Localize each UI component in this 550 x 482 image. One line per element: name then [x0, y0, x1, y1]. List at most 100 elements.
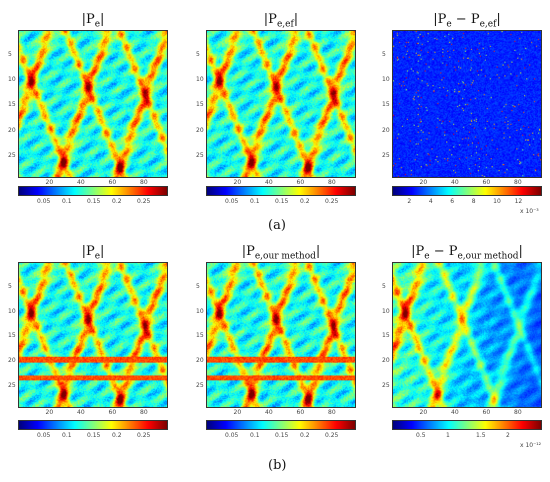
x-tick-label: 20 — [419, 179, 428, 186]
panel-title: |Pe| — [82, 244, 105, 262]
colorbar-tick-label: 0.2 — [112, 198, 122, 205]
colorbar-tick-label: 0.1 — [250, 198, 260, 205]
panel-title: |Pe − Pe,ef| — [433, 12, 501, 30]
title-end: | — [100, 244, 105, 259]
title-main: |P — [263, 12, 277, 27]
heatmap — [206, 30, 356, 178]
title-main: |P — [81, 244, 95, 259]
colorbar-tick-label: 0.05 — [225, 432, 239, 439]
x-tick-label: 60 — [108, 409, 117, 416]
x-tick-label: 20 — [45, 179, 54, 186]
y-tick-label: 10 — [382, 76, 390, 84]
colorbar-tick-label: 0.05 — [37, 432, 51, 439]
colorbar-tick-label: 0.05 — [225, 198, 239, 205]
x-tick-label: 80 — [328, 409, 336, 416]
y-tick-label: 10 — [196, 307, 204, 315]
y-tick-label: 10 — [196, 76, 204, 84]
colorbar-tick-label: 0.25 — [325, 198, 339, 205]
colorbar-tick-label: 1 — [446, 432, 450, 439]
x-tick-label: 40 — [451, 179, 459, 186]
y-tick-label: 5 — [8, 282, 12, 290]
y-tick-label: 25 — [196, 151, 204, 159]
x-tick-label: 20 — [233, 179, 242, 186]
y-tick-label: 5 — [196, 282, 200, 290]
colorbar — [18, 420, 168, 430]
y-tick-label: 20 — [382, 357, 390, 365]
heatmap — [206, 262, 356, 408]
y-tick-label: 25 — [8, 151, 16, 159]
heatmap — [392, 30, 542, 178]
y-tick-label: 25 — [196, 382, 204, 390]
y-tick-label: 15 — [382, 332, 390, 340]
colorbar-tick-label: 0.15 — [275, 432, 289, 439]
title-main: |P — [433, 12, 447, 27]
sublabel-b: (b) — [268, 458, 287, 473]
colorbar-tick-label: 0.5 — [416, 432, 426, 439]
panel-title: |Pe| — [82, 12, 105, 30]
y-tick-label: 10 — [382, 307, 390, 315]
colorbar-tick-label: 0.25 — [325, 432, 339, 439]
y-tick-label: 5 — [382, 282, 386, 290]
x-tick-label: 60 — [482, 409, 491, 416]
y-tick-label: 25 — [8, 382, 16, 390]
colorbar-tick-label: 6 — [450, 198, 455, 205]
x-tick-label: 80 — [140, 179, 148, 186]
title-end: | — [518, 244, 523, 259]
y-tick-label: 5 — [8, 51, 12, 59]
x-tick-label: 40 — [77, 179, 85, 186]
colorbar-exponent: x 10⁻¹² — [520, 442, 542, 449]
y-tick-label: 15 — [8, 332, 16, 340]
colorbar-tick-label: 0.1 — [250, 432, 260, 439]
x-tick-label: 40 — [451, 409, 459, 416]
title-sub: e,our method — [254, 251, 316, 262]
title-main: |P — [241, 244, 255, 259]
y-tick-label: 5 — [382, 51, 386, 59]
title-sub: e — [446, 19, 452, 30]
y-tick-label: 5 — [196, 51, 200, 59]
y-tick-label: 15 — [8, 101, 16, 109]
x-tick-label: 60 — [108, 179, 117, 186]
x-tick-label: 20 — [45, 409, 54, 416]
title-sub: e — [94, 19, 101, 30]
y-tick-label: 20 — [196, 357, 204, 365]
colorbar — [206, 186, 356, 196]
title-end: | — [496, 12, 501, 27]
colorbar-tick-label: 4 — [428, 198, 433, 205]
colorbar-tick-label: 0.2 — [300, 198, 310, 205]
heatmap — [18, 262, 168, 408]
y-tick-label: 15 — [382, 101, 390, 109]
title-main: |P — [81, 12, 95, 27]
x-tick-label: 60 — [482, 179, 491, 186]
colorbar — [392, 420, 542, 430]
colorbar-tick-label: 0.25 — [137, 198, 151, 205]
colorbar-tick-label: 2 — [407, 198, 412, 205]
x-tick-label: 80 — [328, 179, 336, 186]
title-end: | — [100, 12, 105, 27]
heatmap — [18, 30, 168, 178]
x-tick-label: 20 — [233, 409, 242, 416]
title-mid: − P — [451, 12, 480, 27]
y-tick-label: 25 — [382, 382, 390, 390]
title-sub: e — [424, 251, 430, 262]
heatmap — [392, 262, 542, 408]
x-tick-label: 60 — [296, 409, 305, 416]
colorbar-tick-label: 8 — [471, 198, 476, 205]
x-tick-label: 60 — [296, 179, 305, 186]
panel-title: |Pe − Pe,our method| — [411, 244, 523, 262]
colorbar-tick-label: 0.05 — [37, 198, 51, 205]
x-tick-label: 80 — [514, 409, 522, 416]
title-sub2: e,ef — [479, 19, 497, 30]
y-tick-label: 15 — [196, 332, 204, 340]
title-sub2: e,our method — [457, 251, 519, 262]
colorbar-tick-label: 0.2 — [112, 432, 122, 439]
colorbar-tick-label: 0.25 — [137, 432, 151, 439]
y-tick-label: 20 — [8, 126, 16, 134]
x-tick-label: 40 — [265, 179, 273, 186]
sublabel-a: (a) — [268, 218, 286, 233]
colorbar-tick-label: 0.15 — [87, 198, 101, 205]
panel-title: |Pe,ef| — [264, 12, 298, 30]
x-tick-label: 20 — [419, 409, 428, 416]
y-tick-label: 15 — [196, 101, 204, 109]
panel-title: |Pe,our method| — [242, 244, 321, 262]
y-tick-label: 20 — [382, 126, 390, 134]
